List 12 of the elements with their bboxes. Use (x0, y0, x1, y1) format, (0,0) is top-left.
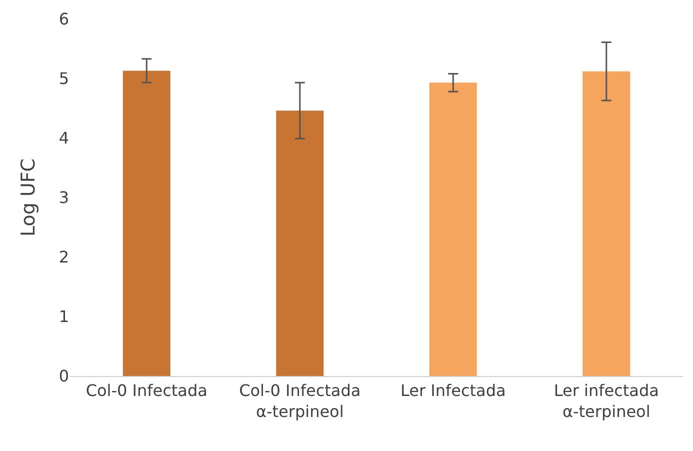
y-tick-label: 5 (58, 69, 69, 88)
y-tick-label: 0 (58, 366, 69, 386)
x-tick-label: Col-0 Infectada α-terpineol (239, 381, 361, 421)
y-tick-label: 6 (58, 10, 69, 29)
y-tick-label: 3 (58, 188, 69, 208)
x-tick-label: Col-0 Infectada (86, 381, 208, 400)
x-tick-label: Ler Infectada (400, 381, 506, 400)
x-tick-label: Ler infectada α-terpineol (554, 381, 659, 421)
y-axis-title: Log UFC (18, 158, 40, 237)
y-tick-label: 1 (58, 307, 69, 326)
y-tick-label: 4 (58, 128, 69, 148)
y-tick-label: 2 (58, 248, 69, 267)
